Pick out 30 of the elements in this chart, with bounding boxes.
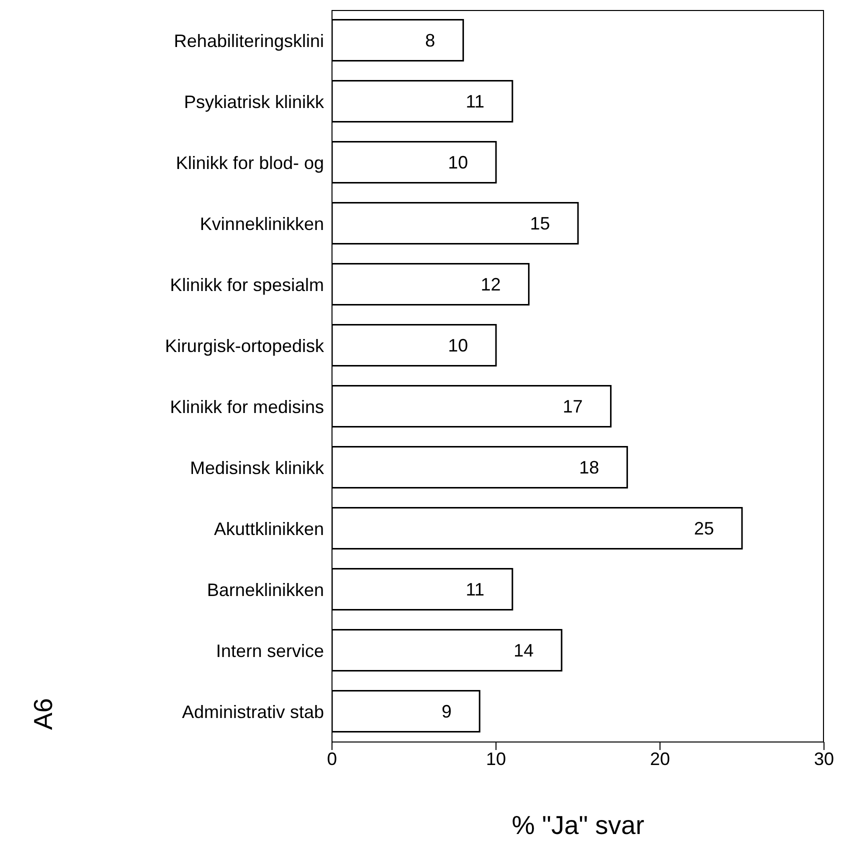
y-tick-label: Intern service xyxy=(216,640,324,661)
y-tick-label: Kvinneklinikken xyxy=(200,214,324,234)
data-label: 17 xyxy=(562,396,583,417)
data-label: 15 xyxy=(530,214,550,234)
y-axis-title: A6 xyxy=(28,698,58,730)
data-label: 9 xyxy=(442,702,452,722)
y-tick-label: Akuttklinikken xyxy=(214,518,324,539)
data-label: 10 xyxy=(448,336,468,356)
x-axis-title: % "Ja" svar xyxy=(512,810,645,840)
y-tick-label: Psykiatrisk klinikk xyxy=(184,92,325,112)
data-label: 12 xyxy=(480,274,501,295)
data-label: 11 xyxy=(466,92,484,112)
data-label: 25 xyxy=(694,518,714,539)
y-tick-label: Kirurgisk-ortopedisk xyxy=(164,336,325,356)
x-tick-label: 10 xyxy=(486,748,506,769)
y-tick-label: Klinikk for blod- og xyxy=(176,152,324,173)
y-tick-label: Rehabiliteringsklini xyxy=(174,30,324,51)
data-label: 11 xyxy=(466,580,484,600)
y-tick-label: Klinikk for spesialm xyxy=(170,274,324,295)
y-tick-label: Medisinsk klinikk xyxy=(190,458,325,478)
data-label: 14 xyxy=(514,640,534,661)
x-tick-label: 20 xyxy=(650,748,670,769)
x-tick-label: 30 xyxy=(814,748,834,769)
y-tick-label: Klinikk for medisins xyxy=(170,396,324,417)
data-label: 18 xyxy=(579,458,600,478)
y-tick-label: Barneklinikken xyxy=(206,580,324,600)
y-tick-label: Administrativ stab xyxy=(182,702,324,722)
x-tick-label: 0 xyxy=(326,748,338,769)
data-label: 10 xyxy=(448,152,468,173)
data-label: 8 xyxy=(425,30,436,51)
